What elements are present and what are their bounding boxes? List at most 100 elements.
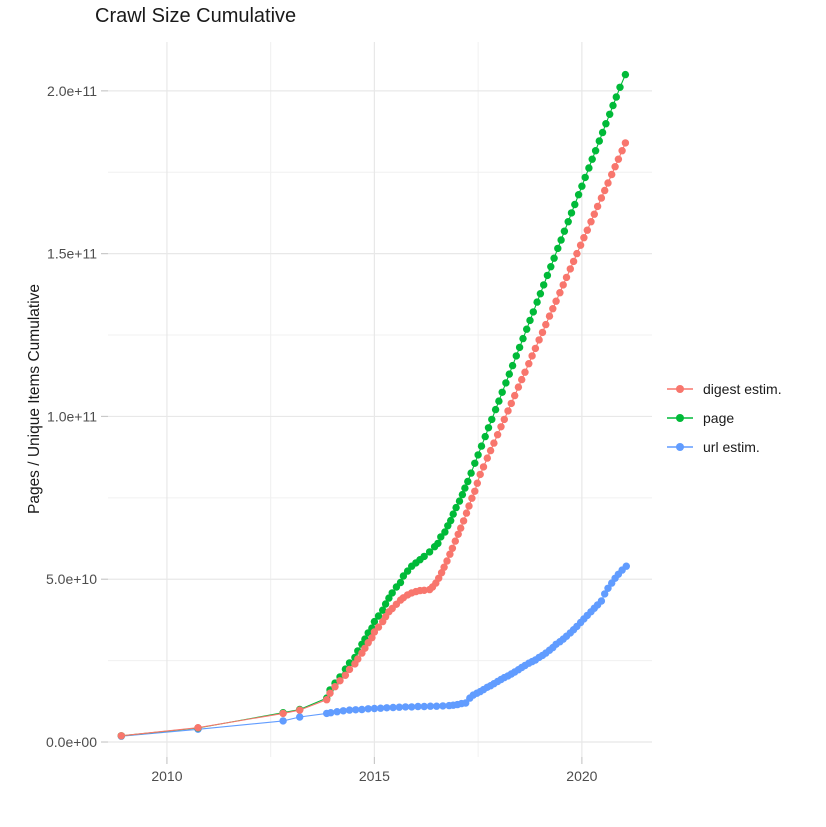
data-point-url-estim [420,702,428,711]
data-point-digest-estim [459,517,468,525]
data-point-digest-estim [500,415,508,424]
data-point-page [557,236,565,244]
data-point-page [543,271,552,280]
data-point-page [598,128,607,137]
data-point-page [379,606,387,614]
data-point-page [536,290,545,298]
data-point-digest-estim [451,537,459,545]
data-point-page [481,432,489,441]
data-point-digest-estim [483,454,491,462]
data-point-digest-estim [486,446,495,455]
data-point-digest-estim [545,312,554,320]
data-point-page [452,503,460,512]
data-point-digest-estim [566,265,574,273]
data-point-digest-estim [490,439,498,447]
data-point-url-estim [597,597,606,605]
data-point-page [388,589,396,597]
data-point-digest-estim [471,487,479,495]
legend-key-dot [676,442,684,451]
data-point-page [420,552,428,561]
data-point-page [484,424,493,432]
data-point-digest-estim [497,423,505,431]
legend-key-dot [676,413,684,422]
data-point-digest-estim [296,706,304,714]
data-point-page [606,110,614,119]
legend: digest estim. page url estim. [666,374,782,461]
data-point-page [471,459,479,467]
data-point-url-estim [279,717,287,725]
data-point-page [403,567,412,575]
data-point-digest-estim [361,644,369,652]
y-tick-label: 0.0e+00 [46,734,97,750]
data-point-page [578,182,586,190]
data-point-digest-estim [479,463,488,471]
data-point-digest-estim [435,574,443,582]
data-point-digest-estim [457,524,465,532]
data-point-page [502,379,510,387]
data-point-digest-estim [601,186,609,195]
data-point-url-estim [432,702,441,710]
data-point-digest-estim [590,210,598,218]
data-point-page [529,308,537,316]
data-point-digest-estim [462,509,471,517]
data-point-page [595,137,603,145]
data-point-digest-estim [493,431,502,439]
data-point-digest-estim [604,179,612,187]
data-point-digest-estim [552,297,560,305]
data-point-url-estim [408,703,416,711]
data-point-page [396,578,405,587]
data-point-page [455,497,464,505]
data-point-url-estim [389,703,397,712]
data-point-page [581,173,589,182]
data-point-page [564,218,572,226]
data-point-url-estim [333,708,341,716]
data-point-page [602,120,610,128]
data-point-digest-estim [345,665,354,674]
data-point-page [523,325,531,333]
data-point-digest-estim [542,320,550,329]
data-point-page [434,539,442,548]
data-point-digest-estim [535,336,543,344]
data-point-page [574,191,583,199]
data-point-digest-estim [446,550,454,558]
data-point-url-estim [601,590,609,598]
data-point-url-estim [339,707,347,715]
data-point-digest-estim [117,732,126,740]
data-point-digest-estim [504,407,512,415]
legend-key-dot [676,384,684,393]
legend-key-page [667,413,693,422]
data-point-page [612,93,620,101]
data-point-url-estim [401,703,410,711]
data-point-page [515,343,524,352]
data-point-url-estim [358,705,366,714]
legend-key-digest-estim [667,384,693,393]
data-point-page [588,155,596,163]
data-point-digest-estim [368,634,376,642]
data-point-digest-estim [549,305,557,313]
data-point-page [425,548,434,556]
data-point-digest-estim [465,502,473,510]
data-point-digest-estim [443,557,451,565]
data-point-page [477,442,486,450]
data-point-digest-estim [279,709,287,718]
data-point-digest-estim [326,689,334,697]
data-point-url-estim [383,704,391,712]
data-point-page [621,70,630,79]
data-point-page [567,209,576,217]
data-point-page [374,612,383,620]
data-point-digest-estim [514,383,523,391]
data-point-page [554,244,562,253]
y-tick-label: 1.0e+11 [47,408,97,424]
data-point-url-estim [376,704,385,712]
data-point-url-estim [352,706,360,714]
data-point-digest-estim [473,479,481,487]
data-point-page [464,477,472,486]
data-point-digest-estim [614,155,623,163]
data-point-digest-estim [341,671,350,679]
y-tick-label: 2.0e+11 [47,83,97,99]
data-point-digest-estim [528,352,536,360]
chart-title: Crawl Size Cumulative [95,5,297,27]
data-point-digest-estim [525,360,533,368]
data-point-url-estim [426,702,435,710]
